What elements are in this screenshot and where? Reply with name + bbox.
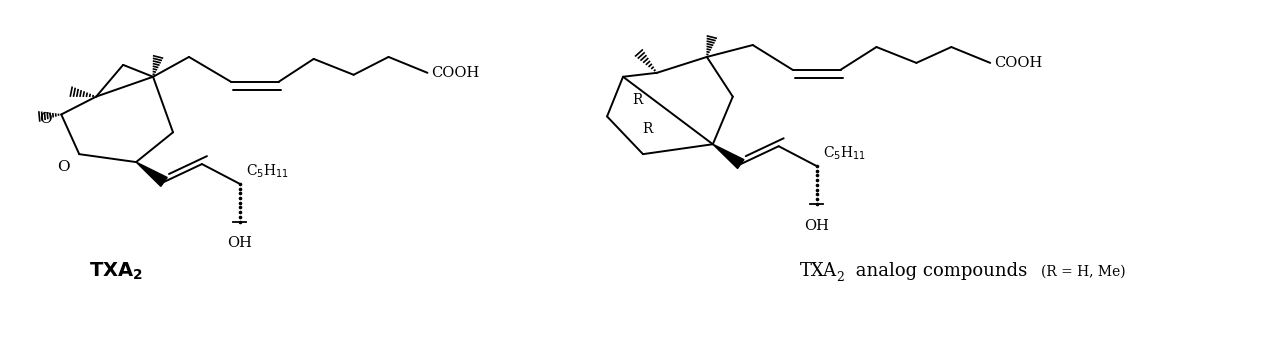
Polygon shape	[136, 162, 168, 186]
Text: OH: OH	[227, 236, 253, 250]
Text: OH: OH	[805, 219, 829, 233]
Text: R: R	[642, 122, 652, 136]
Text: C$_5$H$_{11}$: C$_5$H$_{11}$	[822, 145, 865, 162]
Text: COOH: COOH	[431, 66, 480, 80]
Text: 2: 2	[836, 271, 844, 284]
Text: TXA: TXA	[799, 262, 836, 280]
Text: R: R	[632, 93, 642, 107]
Text: O: O	[57, 160, 70, 174]
Text: (R = H, Me): (R = H, Me)	[1041, 264, 1126, 278]
Text: C$_5$H$_{11}$: C$_5$H$_{11}$	[246, 162, 289, 180]
Polygon shape	[713, 144, 744, 169]
Text: O: O	[39, 112, 52, 127]
Text: COOH: COOH	[994, 56, 1042, 70]
Text: analog compounds: analog compounds	[849, 262, 1033, 280]
Text: $\mathbf{TXA_2}$: $\mathbf{TXA_2}$	[89, 260, 143, 282]
